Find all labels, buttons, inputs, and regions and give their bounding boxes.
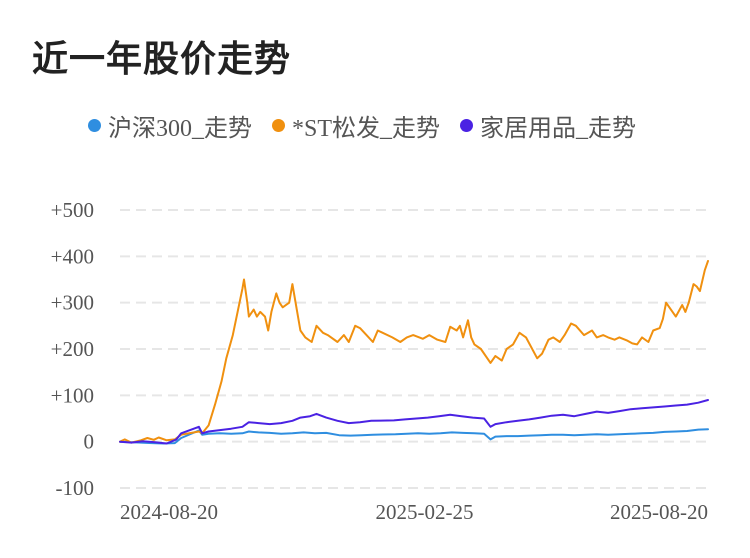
y-tick-label: +300 bbox=[51, 291, 94, 315]
y-tick-label: 0 bbox=[84, 430, 95, 454]
legend-dot-hs300-icon bbox=[88, 119, 101, 132]
series-layer bbox=[119, 260, 709, 445]
y-tick-label: +100 bbox=[51, 383, 94, 407]
y-tick-label: +200 bbox=[51, 337, 94, 361]
legend-dot-st-icon bbox=[272, 119, 285, 132]
legend-label-st: *ST松发_走势 bbox=[292, 116, 441, 142]
x-tick-label: 2025-08-20 bbox=[610, 500, 708, 524]
y-tick-label: -100 bbox=[56, 476, 95, 500]
y-axis: +500 +400 +300 +200 +100 0 -100 bbox=[51, 198, 94, 500]
x-tick-label: 2024-08-20 bbox=[120, 500, 218, 524]
y-tick-label: +400 bbox=[51, 244, 94, 268]
legend-item-hs300[interactable]: 沪深300_走势 bbox=[88, 108, 252, 143]
y-tick-label: +500 bbox=[51, 198, 94, 222]
x-tick-label: 2025-02-25 bbox=[375, 500, 473, 524]
page-title: 近一年股价走势 bbox=[32, 39, 292, 80]
legend-label-home: 家居用品_走势 bbox=[480, 116, 637, 142]
legend-item-st[interactable]: *ST松发_走势 bbox=[272, 108, 440, 143]
legend-label-hs300: 沪深300_走势 bbox=[108, 116, 252, 142]
grid-layer bbox=[120, 209, 708, 489]
chart-legend: 沪深300_走势 *ST松发_走势 家居用品_走势 bbox=[88, 108, 656, 143]
legend-item-home[interactable]: 家居用品_走势 bbox=[460, 108, 636, 143]
x-axis: 2024-08-20 2025-02-25 2025-08-20 bbox=[120, 500, 708, 524]
legend-dot-home-icon bbox=[460, 119, 474, 132]
series-line-hs300 bbox=[119, 428, 709, 445]
series-line-home bbox=[119, 399, 709, 445]
series-line-st bbox=[119, 260, 709, 444]
